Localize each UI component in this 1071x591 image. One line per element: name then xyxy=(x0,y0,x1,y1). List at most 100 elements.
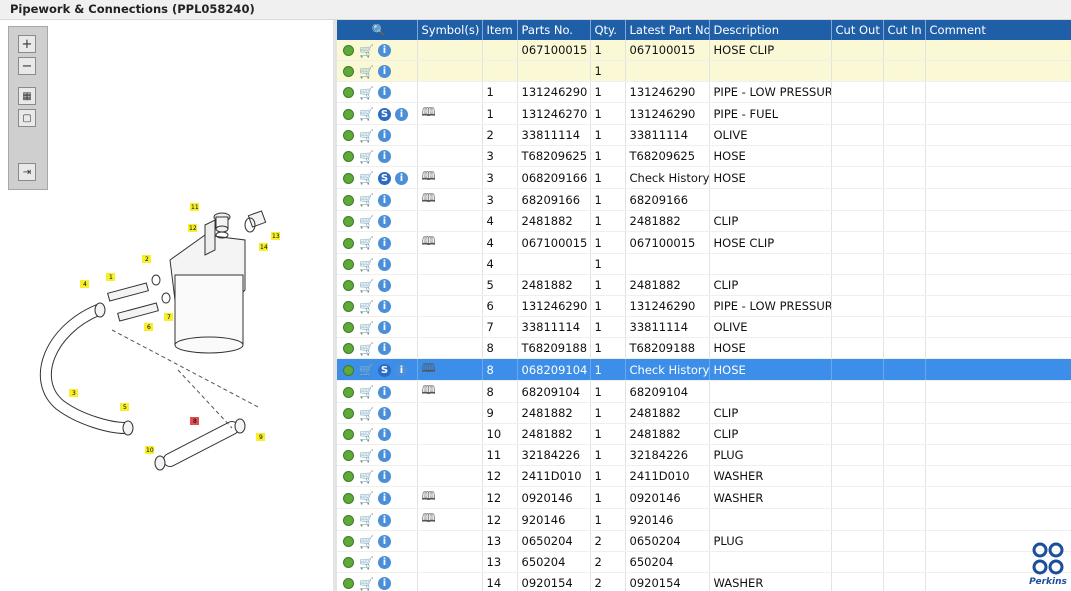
book-icon[interactable]: 🕮 xyxy=(421,191,436,205)
info-icon[interactable]: i xyxy=(377,385,391,399)
column-header-search[interactable]: 🔍 xyxy=(337,20,418,40)
info-icon[interactable]: i xyxy=(377,577,391,590)
info-icon[interactable]: i xyxy=(377,279,391,292)
gear-icon[interactable] xyxy=(343,87,354,98)
callout-label[interactable]: 6 xyxy=(147,324,151,331)
column-header[interactable]: Cut Out xyxy=(831,20,884,40)
cart-icon[interactable]: 🛒 xyxy=(359,214,374,229)
actual-size-button[interactable]: ▢ xyxy=(18,109,36,127)
gear-icon[interactable] xyxy=(343,536,354,547)
table-row[interactable]: 🛒 i 🕮 12 0920146 1 0920146 WASHER xyxy=(337,486,1071,509)
book-icon[interactable]: 🕮 xyxy=(421,383,436,397)
info-icon[interactable]: i xyxy=(394,363,408,377)
gear-icon[interactable] xyxy=(343,343,354,354)
cart-icon[interactable]: 🛒 xyxy=(359,236,374,250)
callout-label[interactable]: 1 xyxy=(109,274,113,281)
gear-icon[interactable] xyxy=(343,492,354,504)
column-header[interactable]: Cut In xyxy=(883,20,926,40)
gear-icon[interactable] xyxy=(343,280,354,291)
gear-icon[interactable] xyxy=(343,301,354,312)
table-row[interactable]: 🛒 i 4 2481882 1 2481882 CLIP xyxy=(337,210,1071,232)
info-icon[interactable]: i xyxy=(377,321,391,334)
table-row[interactable]: 🛒 i 9 2481882 1 2481882 CLIP xyxy=(337,402,1071,424)
gear-icon[interactable] xyxy=(343,557,354,568)
zoom-out-button[interactable]: − xyxy=(18,57,36,75)
table-row[interactable]: 🛒 i 3 T68209625 1 T68209625 HOSE xyxy=(337,145,1071,167)
cart-icon[interactable]: 🛒 xyxy=(359,128,374,143)
table-row[interactable]: 🛒 i 13 650204 2 650204 xyxy=(337,551,1071,573)
cart-icon[interactable]: 🛒 xyxy=(359,257,374,272)
table-row[interactable]: 🛒 i 10 2481882 1 2481882 CLIP xyxy=(337,423,1071,445)
gear-icon[interactable] xyxy=(343,322,354,333)
gear-icon[interactable] xyxy=(343,172,354,184)
info-icon[interactable]: i xyxy=(377,129,391,142)
cart-icon[interactable]: 🛒 xyxy=(359,363,374,377)
cart-icon[interactable]: 🛒 xyxy=(359,320,374,335)
column-header[interactable]: Qty. xyxy=(590,20,626,40)
book-icon[interactable]: 🕮 xyxy=(421,511,436,525)
gear-icon[interactable] xyxy=(343,450,354,461)
cart-icon[interactable]: 🛒 xyxy=(359,171,374,185)
cart-icon[interactable]: 🛒 xyxy=(359,43,374,58)
gear-icon[interactable] xyxy=(343,108,354,120)
cart-icon[interactable]: 🛒 xyxy=(359,513,374,527)
gear-icon[interactable] xyxy=(343,130,354,141)
cart-icon[interactable]: 🛒 xyxy=(359,64,374,79)
cart-icon[interactable]: 🛒 xyxy=(359,448,374,463)
info-icon[interactable]: i xyxy=(377,491,391,505)
callout-label[interactable]: 14 xyxy=(260,244,268,251)
table-row[interactable]: 🛒 i 🕮 8 68209104 1 68209104 xyxy=(337,380,1071,403)
gear-icon[interactable] xyxy=(343,151,354,162)
cart-icon[interactable]: 🛒 xyxy=(359,107,374,121)
info-icon[interactable]: i xyxy=(377,407,391,420)
book-icon[interactable]: 🕮 xyxy=(421,361,436,375)
book-icon[interactable]: 🕮 xyxy=(421,169,436,183)
gear-icon[interactable] xyxy=(343,194,354,206)
cart-icon[interactable]: 🛒 xyxy=(359,427,374,442)
table-row[interactable]: 🛒 i 14 0920154 2 0920154 WASHER xyxy=(337,572,1071,591)
cart-icon[interactable]: 🛒 xyxy=(359,299,374,314)
callout-label[interactable]: 5 xyxy=(123,404,127,411)
column-header[interactable]: Comment xyxy=(925,20,1071,40)
table-row[interactable]: 🛒 i 12 2411D010 1 2411D010 WASHER xyxy=(337,465,1071,487)
callout-label[interactable]: 9 xyxy=(259,434,263,441)
callout-label[interactable]: 13 xyxy=(272,233,280,240)
info-icon[interactable]: i xyxy=(377,193,391,207)
cart-icon[interactable]: 🛒 xyxy=(359,406,374,421)
book-icon[interactable]: 🕮 xyxy=(421,489,436,503)
callout-label[interactable]: 2 xyxy=(145,256,149,263)
panel-splitter[interactable] xyxy=(333,20,337,591)
fit-button[interactable]: ▦ xyxy=(18,87,36,105)
info-icon[interactable]: i xyxy=(377,556,391,569)
cart-icon[interactable]: 🛒 xyxy=(359,491,374,505)
zoom-in-button[interactable]: + xyxy=(18,35,36,53)
export-button[interactable]: ⇥ xyxy=(18,163,36,181)
gear-icon[interactable] xyxy=(343,578,354,589)
table-row[interactable]: 🛒 i 11 32184226 1 32184226 PLUG xyxy=(337,444,1071,466)
info-icon[interactable]: i xyxy=(377,342,391,355)
cart-icon[interactable]: 🛒 xyxy=(359,149,374,164)
supersession-icon[interactable]: S xyxy=(377,171,391,185)
column-header[interactable]: Description xyxy=(709,20,832,40)
gear-icon[interactable] xyxy=(343,364,354,376)
cart-icon[interactable]: 🛒 xyxy=(359,576,374,591)
info-icon[interactable]: i xyxy=(377,535,391,548)
table-row[interactable]: 🛒 i 🕮 12 920146 1 920146 xyxy=(337,508,1071,531)
info-icon[interactable]: i xyxy=(377,215,391,228)
info-icon[interactable]: i xyxy=(377,470,391,483)
callout-label[interactable]: 10 xyxy=(146,447,154,454)
callout-label[interactable]: 8 xyxy=(193,418,197,425)
info-icon[interactable]: i xyxy=(377,44,391,57)
table-row[interactable]: 🛒 i 067100015 1 067100015 HOSE CLIP xyxy=(337,40,1071,61)
column-header[interactable]: Item xyxy=(482,20,518,40)
gear-icon[interactable] xyxy=(343,408,354,419)
supersession-icon[interactable]: S xyxy=(377,107,391,121)
gear-icon[interactable] xyxy=(343,237,354,249)
callout-label[interactable]: 11 xyxy=(191,204,199,211)
table-row[interactable]: 🛒 i 13 0650204 2 0650204 PLUG xyxy=(337,530,1071,552)
info-icon[interactable]: i xyxy=(394,171,408,185)
table-row[interactable]: 🛒 i 🕮 4 067100015 1 067100015 HOSE CLIP xyxy=(337,231,1071,254)
